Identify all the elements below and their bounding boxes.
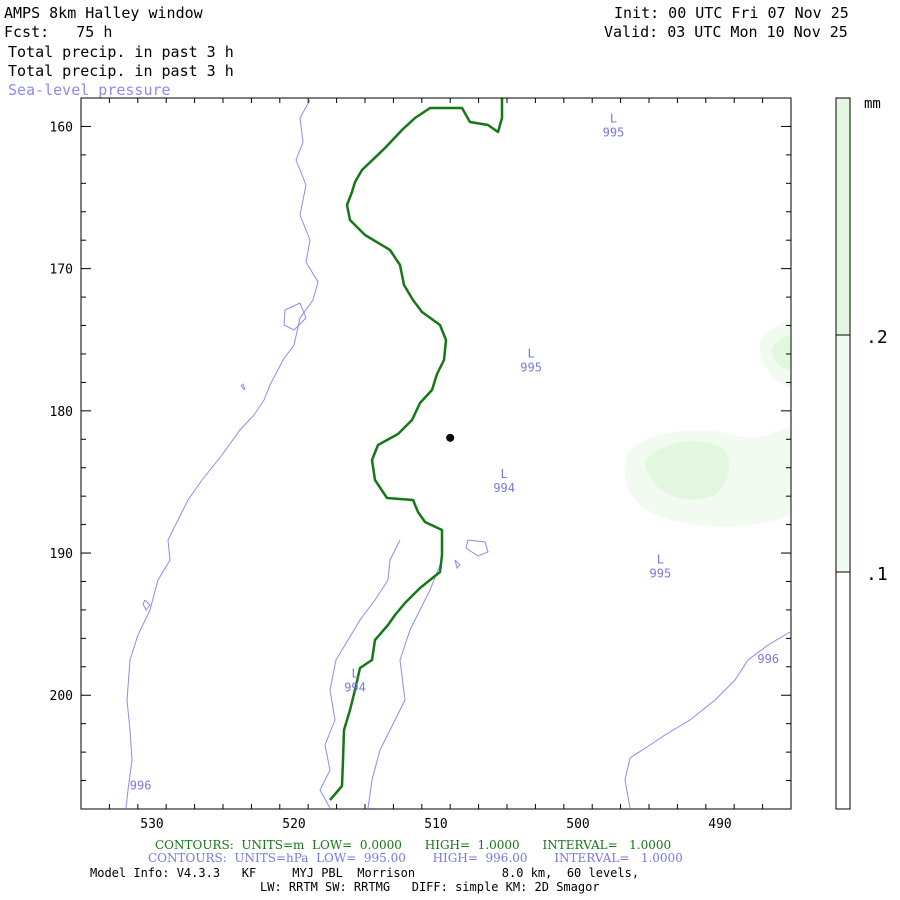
low-pressure-marker: L [657, 553, 664, 567]
slp-contour-tiny [454, 559, 461, 569]
x-tick-label: 500 [566, 817, 589, 832]
pressure-value-label: 996 [757, 652, 779, 666]
low-pressure-marker: L [610, 112, 617, 126]
field-label-slp: Sea-level pressure [8, 81, 171, 99]
init-time: Init: 00 UTC Fri 07 Nov 25 [614, 4, 849, 22]
plot-title: AMPS 8km Halley window [4, 4, 203, 22]
colorbar: mm .2 .1 [835, 96, 888, 810]
low-pressure-marker: L [351, 666, 358, 680]
slp-contour-center [319, 539, 401, 809]
plot-frame [80, 97, 792, 810]
x-tick-label: 490 [708, 817, 731, 832]
precip-area-mid-ne [771, 334, 791, 371]
terrain-contour [329, 98, 504, 801]
slp-contour-se [624, 631, 791, 809]
slp-contour-small-2 [142, 599, 151, 611]
field-label-precip-1: Total precip. in past 3 h [8, 43, 234, 61]
colorbar-unit: mm [864, 96, 881, 112]
axis-ticks [80, 97, 792, 810]
footer-physics-info: LW: RRTM SW: RRTMG DIFF: simple KM: 2D S… [260, 880, 600, 894]
valid-time: Valid: 03 UTC Mon 10 Nov 25 [604, 23, 848, 41]
y-tick-label: 190 [50, 547, 73, 562]
pressure-value-label: 995 [520, 360, 542, 374]
y-tick-label: 160 [50, 120, 73, 135]
footer-pressure-contours: CONTOURS: UNITS=hPa LOW= 995.00 HIGH= 99… [148, 851, 683, 865]
footer-model-info: Model Info: V4.3.3 KF MYJ PBL Morrison 8… [90, 866, 640, 880]
pressure-value-label: 996 [130, 778, 152, 792]
slp-contour-west [125, 99, 319, 809]
slp-contour-center-2 [367, 564, 441, 809]
low-pressure-marker: L [528, 346, 535, 360]
forecast-hour: Fcst: 75 h [4, 23, 113, 41]
y-tick-label: 170 [50, 263, 73, 278]
slp-contour-west-2 [283, 302, 307, 331]
x-tick-label: 520 [282, 817, 305, 832]
x-tick-label: 530 [140, 817, 163, 832]
colorbar-label-01: .1 [866, 564, 888, 585]
axis-tick-labels: 160 170 180 190 200 530 520 510 500 490 [50, 120, 732, 832]
precip-area-mid-east [645, 441, 730, 500]
low-pressure-marker: L [501, 467, 508, 481]
y-tick-label: 180 [50, 405, 73, 420]
field-label-precip-2: Total precip. in past 3 h [8, 62, 234, 80]
x-tick-label: 510 [424, 817, 447, 832]
footer-terrain-contours: CONTOURS: UNITS=m LOW= 0.0000 HIGH= 1.00… [155, 838, 672, 852]
colorbar-label-02: .2 [866, 327, 888, 348]
pressure-value-label: 994 [493, 481, 515, 495]
y-tick-label: 200 [50, 689, 73, 704]
slp-contour-small-1 [240, 383, 246, 391]
pressure-value-label: 995 [650, 567, 672, 581]
slp-contour-low-nearstation [465, 539, 489, 557]
pressure-value-label: 994 [344, 680, 366, 694]
pressure-value-label: 995 [603, 126, 625, 140]
station-marker [446, 433, 455, 442]
